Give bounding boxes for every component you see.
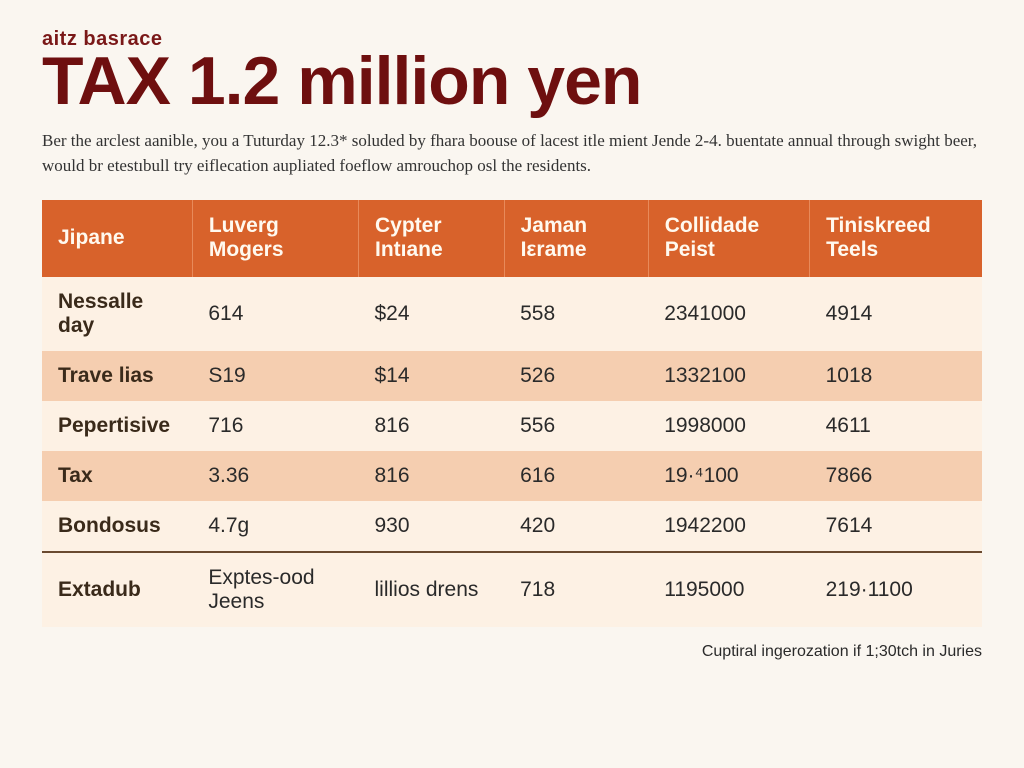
col-header: Luverg Mogers [192,200,358,276]
data-table: Jipane Luverg Mogers Cypter Intıane Jama… [42,200,982,626]
cell: 3.36 [192,451,358,501]
cell: 1018 [810,351,982,401]
cell: 2341000 [648,277,809,351]
cell: $24 [359,277,505,351]
table-header-row: Jipane Luverg Mogers Cypter Intıane Jama… [42,200,982,276]
headline: TAX 1.2 million yen [42,47,982,115]
col-header: Collidade Peist [648,200,809,276]
cell: 526 [504,351,648,401]
cell: S19 [192,351,358,401]
cell: 614 [192,277,358,351]
cell: 4.7g [192,501,358,552]
cell: 816 [359,401,505,451]
cell: 7866 [810,451,982,501]
cell: $14 [359,351,505,401]
cell: 816 [359,451,505,501]
table-summary-row: Extadub Exptes-ood Jeens lillios drens 7… [42,552,982,627]
cell: Exptes-ood Jeens [192,552,358,627]
cell: 716 [192,401,358,451]
headline-rest: 1.2 million yen [170,43,642,119]
table-row: Pepertisive 716 816 556 1998000 4611 [42,401,982,451]
row-label: Trave lias [42,351,192,401]
cell: 1998000 [648,401,809,451]
table-row: Tax 3.36 816 616 19·⁴100 7866 [42,451,982,501]
col-header: Jipane [42,200,192,276]
row-label: Pepertisive [42,401,192,451]
cell: 19·⁴100 [648,451,809,501]
row-label: Tax [42,451,192,501]
cell: 1942200 [648,501,809,552]
cell: lillios drens [359,552,505,627]
table-row: Bondosus 4.7g 930 420 1942200 7614 [42,501,982,552]
row-label: Bondosus [42,501,192,552]
cell: 4914 [810,277,982,351]
cell: 219·1100 [810,552,982,627]
footnote-text: Cuptiral ingerozation if 1;30tch in Juri… [42,643,982,661]
row-label: Nessalle day [42,277,192,351]
lede-paragraph: Ber the arclest aanible, you a Tuturday … [42,129,982,178]
cell: 718 [504,552,648,627]
table-row: Trave lias S19 $14 526 1332100 1018 [42,351,982,401]
cell: 1332100 [648,351,809,401]
table-row: Nessalle day 614 $24 558 2341000 4914 [42,277,982,351]
cell: 4611 [810,401,982,451]
row-label: Extadub [42,552,192,627]
cell: 1195000 [648,552,809,627]
cell: 556 [504,401,648,451]
col-header: Jaman Iεrame [504,200,648,276]
cell: 616 [504,451,648,501]
cell: 558 [504,277,648,351]
col-header: Tiniskreed Teels [810,200,982,276]
headline-tax: TAX [42,43,170,119]
cell: 7614 [810,501,982,552]
col-header: Cypter Intıane [359,200,505,276]
cell: 930 [359,501,505,552]
cell: 420 [504,501,648,552]
